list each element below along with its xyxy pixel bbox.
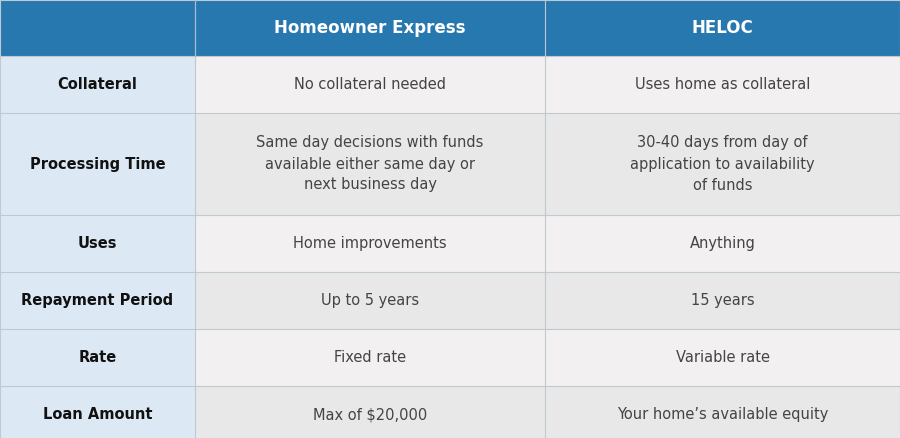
Text: Homeowner Express: Homeowner Express	[274, 19, 466, 37]
Bar	[0, 215, 195, 272]
Bar	[545, 329, 900, 386]
Bar	[195, 329, 545, 386]
Bar	[195, 386, 545, 438]
Text: Uses: Uses	[77, 236, 117, 251]
Text: Home improvements: Home improvements	[293, 236, 446, 251]
Text: Variable rate: Variable rate	[676, 350, 770, 365]
Bar	[0, 329, 195, 386]
Bar	[0, 56, 195, 113]
Bar	[545, 56, 900, 113]
Text: Fixed rate: Fixed rate	[334, 350, 406, 365]
Text: Processing Time: Processing Time	[30, 156, 166, 172]
Text: HELOC: HELOC	[691, 19, 753, 37]
Bar	[195, 113, 545, 215]
Bar	[195, 0, 545, 56]
Bar	[545, 0, 900, 56]
Bar	[195, 56, 545, 113]
Text: 15 years: 15 years	[690, 293, 754, 308]
Bar	[0, 272, 195, 329]
Bar	[0, 386, 195, 438]
Bar	[195, 215, 545, 272]
Text: Loan Amount: Loan Amount	[43, 407, 152, 422]
Text: 30-40 days from day of
application to availability
of funds: 30-40 days from day of application to av…	[630, 135, 814, 192]
Text: Collateral: Collateral	[58, 77, 138, 92]
Text: Up to 5 years: Up to 5 years	[321, 293, 419, 308]
Bar	[195, 272, 545, 329]
Text: Max of $20,000: Max of $20,000	[313, 407, 428, 422]
Text: Uses home as collateral: Uses home as collateral	[634, 77, 810, 92]
Bar	[545, 386, 900, 438]
Bar	[0, 0, 195, 56]
Bar	[545, 272, 900, 329]
Text: No collateral needed: No collateral needed	[294, 77, 446, 92]
Text: Same day decisions with funds
available either same day or
next business day: Same day decisions with funds available …	[256, 135, 483, 192]
Text: Repayment Period: Repayment Period	[22, 293, 174, 308]
Bar	[545, 113, 900, 215]
Bar	[0, 113, 195, 215]
Text: Anything: Anything	[689, 236, 755, 251]
Bar	[545, 215, 900, 272]
Text: Your home’s available equity: Your home’s available equity	[616, 407, 828, 422]
Text: Rate: Rate	[78, 350, 117, 365]
